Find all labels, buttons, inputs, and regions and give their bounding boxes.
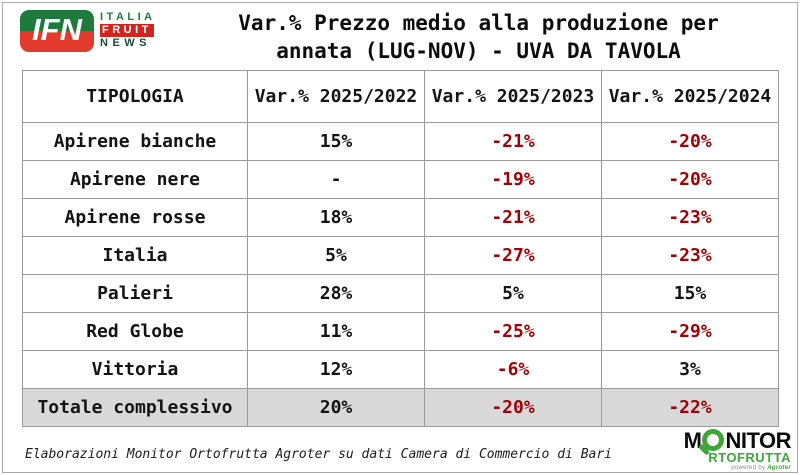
table-header-row: TIPOLOGIA Var.% 2025/2022 Var.% 2025/2023 V…	[22, 70, 779, 123]
value-cell: -	[247, 160, 425, 199]
table-row: Vittoria 12% -6% 3%	[22, 350, 779, 389]
value-cell: 15%	[247, 122, 425, 161]
table-row: Palieri 28% 5% 15%	[22, 274, 779, 313]
value-cell: -21%	[424, 198, 602, 237]
row-label-cell: Palieri	[22, 274, 248, 313]
value-cell: -20%	[424, 388, 602, 427]
value-cell: 12%	[247, 350, 425, 389]
value-cell: -29%	[601, 312, 779, 351]
ifn-badge-icon: IFN	[20, 10, 94, 52]
ifn-logo: IFN ITALIA FRUIT NEWS	[20, 10, 156, 52]
row-label-cell: Italia	[22, 236, 248, 275]
value-cell: -23%	[601, 236, 779, 275]
price-variation-table: TIPOLOGIA Var.% 2025/2022 Var.% 2025/2023 V…	[22, 70, 779, 427]
row-label-cell: Totale complessivo	[22, 388, 248, 427]
value-cell: 18%	[247, 198, 425, 237]
value-cell: -23%	[601, 198, 779, 237]
value-cell: -25%	[424, 312, 602, 351]
row-label-cell: Apirene nere	[22, 160, 248, 199]
ifn-monogram: IFN	[32, 12, 82, 47]
powered-by-label: powered by Agroter	[684, 464, 791, 472]
monitor-ortofrutta-logo: M NITOR RTOFRUTTA powered by Agroter	[684, 429, 791, 472]
value-cell: 5%	[247, 236, 425, 275]
value-cell: -21%	[424, 122, 602, 161]
price-variation-table-container: TIPOLOGIA Var.% 2025/2022 Var.% 2025/2023 V…	[22, 70, 779, 427]
ifn-badge-green-half	[20, 10, 94, 31]
ifn-wordmark: ITALIA FRUIT NEWS	[100, 11, 156, 50]
value-cell: -6%	[424, 350, 602, 389]
ifn-wordmark-italia: ITALIA	[100, 11, 156, 23]
monitor-word-start: M	[683, 427, 702, 453]
row-label-cell: Red Globe	[22, 312, 248, 351]
value-cell: 15%	[601, 274, 779, 313]
value-cell: -20%	[601, 160, 779, 199]
ifn-badge-red-half	[20, 31, 94, 52]
value-cell: -20%	[601, 122, 779, 161]
powered-by-text: powered by	[731, 465, 766, 471]
value-cell: 5%	[424, 274, 602, 313]
table-row: Red Globe 11% -25% -29%	[22, 312, 779, 351]
table-header: TIPOLOGIA Var.% 2025/2022 Var.% 2025/2023 V…	[22, 70, 779, 123]
page-title-line2: annata (LUG-NOV) - UVA DA TAVOLA	[276, 39, 681, 63]
value-cell: -27%	[424, 236, 602, 275]
source-credit: Elaborazioni Monitor Ortofrutta Agroter …	[25, 447, 612, 462]
value-cell: 28%	[247, 274, 425, 313]
row-label-cell: Vittoria	[22, 350, 248, 389]
column-header-0: TIPOLOGIA	[22, 70, 248, 123]
ortofrutta-wordmark: RTOFRUTTA	[708, 450, 791, 465]
table-row: Apirene nere - -19% -20%	[22, 160, 779, 199]
page-title-line1: Var.% Prezzo medio alla produzione per	[238, 11, 719, 35]
ifn-wordmark-news: NEWS	[100, 37, 151, 49]
table-row: Italia 5% -27% -23%	[22, 236, 779, 275]
row-label-cell: Apirene bianche	[22, 122, 248, 161]
value-cell: 20%	[247, 388, 425, 427]
agroter-brand: Agroter	[767, 465, 791, 471]
value-cell: 3%	[601, 350, 779, 389]
monitor-wordmark-line1: M NITOR	[683, 427, 791, 456]
column-header-1: Var.% 2025/2022	[247, 70, 425, 123]
value-cell: 11%	[247, 312, 425, 351]
column-header-2: Var.% 2025/2023	[424, 70, 602, 123]
table-row: Apirene bianche 15% -21% -20%	[22, 122, 779, 161]
row-label-cell: Apirene rosse	[22, 198, 248, 237]
monitor-word-rest: NITOR	[725, 427, 791, 453]
table-row-total: Totale complessivo 20% -20% -22%	[22, 388, 779, 427]
table-body: Apirene bianche 15% -21% -20% Apirene nere - -…	[22, 122, 779, 427]
magnifier-icon	[698, 429, 725, 456]
table-row: Apirene rosse 18% -21% -23%	[22, 198, 779, 237]
column-header-3: Var.% 2025/2024	[601, 70, 779, 123]
value-cell: -22%	[601, 388, 779, 427]
page-title: Var.% Prezzo medio alla produzione per a…	[175, 9, 782, 65]
ifn-wordmark-fruit: FRUIT	[100, 24, 154, 37]
value-cell: -19%	[424, 160, 602, 199]
